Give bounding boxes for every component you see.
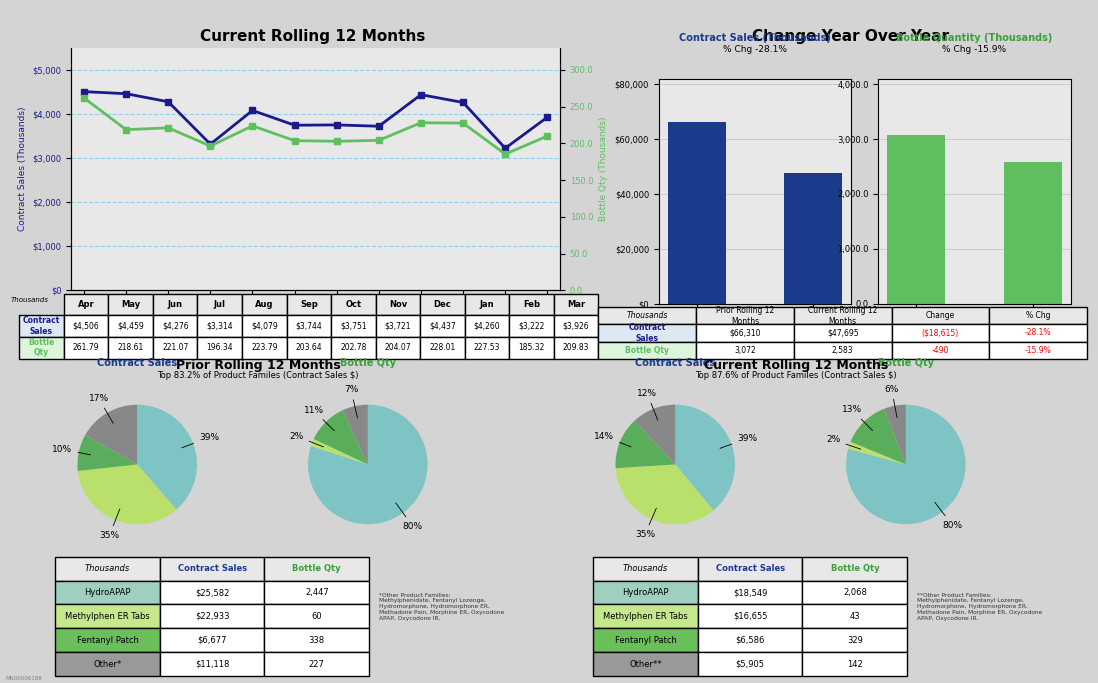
Y-axis label: Contract Sales (Thousands): Contract Sales (Thousands) (18, 107, 27, 232)
Text: Prior Rolling 12 Months: Prior Rolling 12 Months (176, 359, 340, 372)
Wedge shape (137, 404, 197, 510)
Title: Bottle Qty: Bottle Qty (877, 358, 934, 368)
Wedge shape (309, 404, 427, 525)
Text: 13%: 13% (842, 406, 873, 430)
Title: Contract Sales: Contract Sales (98, 358, 177, 368)
Text: Change Year Over Year: Change Year Over Year (752, 29, 950, 44)
Text: **Other Product Families:
Methylphenidate, Fentanyl Lozenge,
Hydromorphone, Hydr: **Other Product Families: Methylphenidat… (917, 592, 1042, 621)
Text: % Chg -15.9%: % Chg -15.9% (942, 45, 1007, 54)
Wedge shape (311, 439, 368, 464)
Bar (1004, 162, 1062, 304)
Title: Contract Sales: Contract Sales (636, 358, 715, 368)
Wedge shape (314, 410, 368, 464)
Text: 11%: 11% (304, 406, 334, 431)
Wedge shape (78, 464, 177, 524)
Wedge shape (343, 404, 368, 464)
Text: 80%: 80% (934, 502, 963, 530)
Wedge shape (78, 435, 137, 471)
Text: 35%: 35% (99, 509, 120, 540)
Text: Top 83.2% of Product Familes (Contract Sales $): Top 83.2% of Product Familes (Contract S… (157, 371, 359, 380)
Wedge shape (635, 404, 675, 464)
Text: 2%: 2% (290, 432, 324, 447)
Text: MN00006188: MN00006188 (5, 675, 42, 680)
Bar (784, 173, 842, 304)
Text: Current Rolling 12 Months: Current Rolling 12 Months (704, 359, 888, 372)
Y-axis label: Bottle Qty (Thousands): Bottle Qty (Thousands) (600, 117, 608, 221)
Text: *Other Product Families:
Methylphenidate, Fentanyl Lozenge,
Hydromorphone, Hydro: *Other Product Families: Methylphenidate… (379, 592, 504, 621)
Text: 39%: 39% (720, 434, 758, 448)
Text: 2%: 2% (827, 435, 861, 449)
Title: Bottle Qty: Bottle Qty (339, 358, 396, 368)
Text: Thousands: Thousands (11, 297, 49, 303)
Text: 17%: 17% (89, 394, 113, 423)
Wedge shape (675, 404, 735, 510)
Text: 14%: 14% (594, 432, 631, 447)
Text: % Chg -28.1%: % Chg -28.1% (722, 45, 787, 54)
Text: Current Rolling 12 Months: Current Rolling 12 Months (200, 29, 426, 44)
Text: 7%: 7% (344, 385, 358, 418)
Text: 35%: 35% (635, 508, 657, 539)
Text: 10%: 10% (53, 445, 91, 455)
Text: 12%: 12% (637, 389, 658, 420)
Wedge shape (616, 421, 675, 468)
Bar (668, 122, 726, 304)
Wedge shape (86, 404, 137, 464)
Wedge shape (884, 404, 906, 464)
Wedge shape (847, 404, 965, 525)
Wedge shape (848, 442, 906, 464)
Text: 80%: 80% (395, 503, 423, 531)
Text: Contract Sales (Thousands): Contract Sales (Thousands) (679, 33, 831, 43)
Text: 6%: 6% (885, 385, 899, 418)
Text: 39%: 39% (182, 433, 219, 448)
Wedge shape (851, 409, 906, 464)
Bar (887, 135, 945, 304)
Text: Top 87.6% of Product Familes (Contract Sales $): Top 87.6% of Product Familes (Contract S… (695, 371, 897, 380)
Text: Bottle Quantity (Thousands): Bottle Quantity (Thousands) (896, 33, 1053, 43)
Wedge shape (616, 464, 714, 524)
